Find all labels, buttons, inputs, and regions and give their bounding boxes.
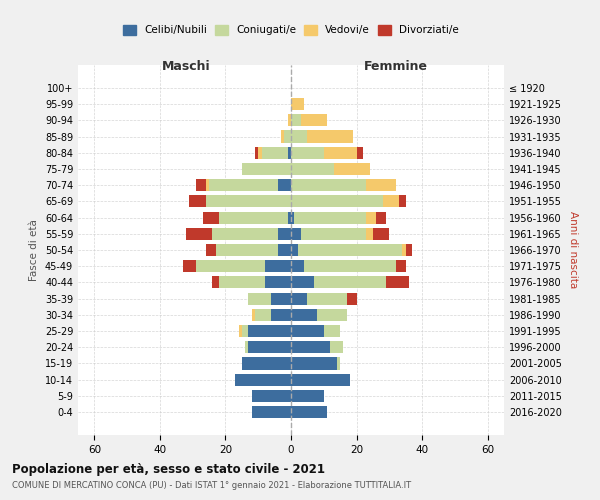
- Bar: [278, 179, 291, 191]
- Bar: [291, 309, 317, 321]
- Bar: [291, 130, 307, 142]
- Bar: [288, 212, 291, 224]
- Bar: [242, 325, 248, 337]
- Bar: [291, 114, 301, 126]
- Bar: [298, 244, 403, 256]
- Bar: [347, 292, 356, 304]
- Bar: [291, 374, 350, 386]
- Bar: [367, 212, 376, 224]
- Bar: [278, 228, 291, 240]
- Bar: [248, 292, 271, 304]
- Bar: [242, 163, 291, 175]
- Bar: [262, 146, 288, 159]
- Bar: [251, 309, 255, 321]
- Bar: [304, 260, 396, 272]
- Bar: [245, 341, 248, 353]
- Bar: [278, 244, 291, 256]
- Bar: [383, 196, 399, 207]
- Bar: [356, 146, 363, 159]
- Bar: [288, 114, 291, 126]
- Bar: [291, 325, 324, 337]
- Bar: [307, 292, 347, 304]
- Bar: [334, 163, 370, 175]
- Bar: [291, 228, 301, 240]
- Text: Femmine: Femmine: [364, 60, 428, 74]
- Bar: [324, 146, 356, 159]
- Bar: [337, 358, 340, 370]
- Bar: [242, 358, 291, 370]
- Bar: [251, 406, 291, 418]
- Bar: [291, 196, 383, 207]
- Bar: [291, 244, 298, 256]
- Bar: [301, 114, 327, 126]
- Bar: [331, 341, 343, 353]
- Bar: [258, 146, 262, 159]
- Bar: [284, 130, 291, 142]
- Bar: [206, 179, 209, 191]
- Bar: [294, 212, 367, 224]
- Bar: [307, 130, 353, 142]
- Bar: [291, 341, 331, 353]
- Bar: [219, 276, 265, 288]
- Bar: [291, 163, 334, 175]
- Bar: [376, 212, 386, 224]
- Bar: [403, 244, 406, 256]
- Bar: [206, 196, 291, 207]
- Text: Popolazione per età, sesso e stato civile - 2021: Popolazione per età, sesso e stato civil…: [12, 462, 325, 475]
- Bar: [291, 276, 314, 288]
- Y-axis label: Anni di nascita: Anni di nascita: [568, 212, 578, 288]
- Bar: [367, 228, 373, 240]
- Bar: [196, 179, 206, 191]
- Bar: [215, 244, 278, 256]
- Bar: [203, 212, 219, 224]
- Bar: [291, 179, 367, 191]
- Bar: [386, 276, 409, 288]
- Bar: [212, 228, 278, 240]
- Bar: [281, 130, 284, 142]
- Bar: [190, 196, 206, 207]
- Text: COMUNE DI MERCATINO CONCA (PU) - Dati ISTAT 1° gennaio 2021 - Elaborazione TUTTI: COMUNE DI MERCATINO CONCA (PU) - Dati IS…: [12, 481, 411, 490]
- Bar: [396, 260, 406, 272]
- Bar: [219, 212, 288, 224]
- Bar: [291, 260, 304, 272]
- Bar: [251, 390, 291, 402]
- Bar: [291, 406, 327, 418]
- Bar: [255, 146, 258, 159]
- Bar: [235, 374, 291, 386]
- Bar: [291, 146, 324, 159]
- Bar: [373, 228, 389, 240]
- Bar: [314, 276, 386, 288]
- Bar: [212, 276, 219, 288]
- Bar: [186, 228, 212, 240]
- Legend: Celibi/Nubili, Coniugati/e, Vedovi/e, Divorziati/e: Celibi/Nubili, Coniugati/e, Vedovi/e, Di…: [120, 22, 462, 38]
- Bar: [317, 309, 347, 321]
- Bar: [265, 276, 291, 288]
- Bar: [209, 179, 278, 191]
- Bar: [265, 260, 291, 272]
- Bar: [255, 309, 271, 321]
- Bar: [399, 196, 406, 207]
- Bar: [301, 228, 367, 240]
- Bar: [271, 309, 291, 321]
- Bar: [248, 325, 291, 337]
- Bar: [196, 260, 265, 272]
- Bar: [291, 390, 324, 402]
- Bar: [271, 292, 291, 304]
- Bar: [291, 358, 337, 370]
- Text: Maschi: Maschi: [162, 60, 211, 74]
- Bar: [206, 244, 215, 256]
- Bar: [248, 341, 291, 353]
- Bar: [291, 212, 294, 224]
- Bar: [291, 292, 307, 304]
- Bar: [291, 98, 304, 110]
- Y-axis label: Fasce di età: Fasce di età: [29, 219, 39, 281]
- Bar: [367, 179, 396, 191]
- Bar: [239, 325, 242, 337]
- Bar: [288, 146, 291, 159]
- Bar: [183, 260, 196, 272]
- Bar: [406, 244, 412, 256]
- Bar: [324, 325, 340, 337]
